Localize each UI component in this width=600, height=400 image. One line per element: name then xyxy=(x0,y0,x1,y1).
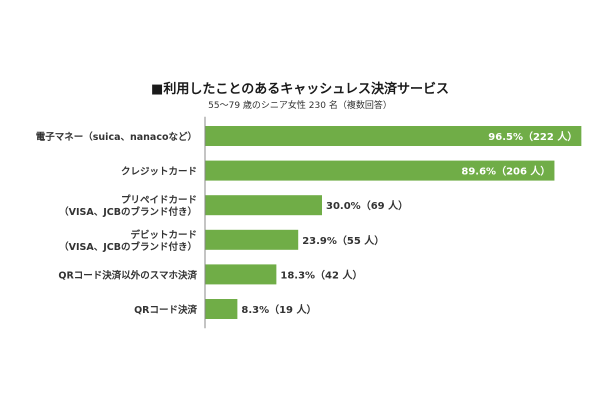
chart-title: ■利用したことのあるキャッシュレス決済サービス xyxy=(151,82,449,97)
data-label: 30.0%（69 人） xyxy=(326,199,408,212)
chart-subtitle: 55〜79 歳のシニア女性 230 名（複数回答） xyxy=(208,101,392,111)
bar xyxy=(205,126,582,146)
category-label: 電子マネー（suica、nanacoなど） xyxy=(36,131,197,143)
category-label: プリペイドカード xyxy=(121,194,197,206)
bar xyxy=(205,160,555,181)
data-label: 18.3%（42 人） xyxy=(280,268,362,281)
category-label: QRコード決済以外のスマホ決済 xyxy=(58,269,197,281)
bar xyxy=(205,264,277,285)
data-label: 89.6%（206 人） xyxy=(461,165,550,178)
bar xyxy=(205,299,238,319)
data-label: 8.3%（19 人） xyxy=(241,303,316,316)
data-label: 23.9%（55 人） xyxy=(302,234,384,247)
category-label: （VISA、JCBのブランド付き） xyxy=(59,206,197,218)
category-label: デビットカード xyxy=(130,229,197,241)
data-label: 96.5%（222 人） xyxy=(488,130,577,143)
category-label: QRコード決済 xyxy=(134,304,197,316)
category-label: （VISA、JCBのブランド付き） xyxy=(59,241,197,253)
category-label: クレジットカード xyxy=(121,167,197,178)
bar xyxy=(205,195,322,216)
bar xyxy=(205,229,299,250)
